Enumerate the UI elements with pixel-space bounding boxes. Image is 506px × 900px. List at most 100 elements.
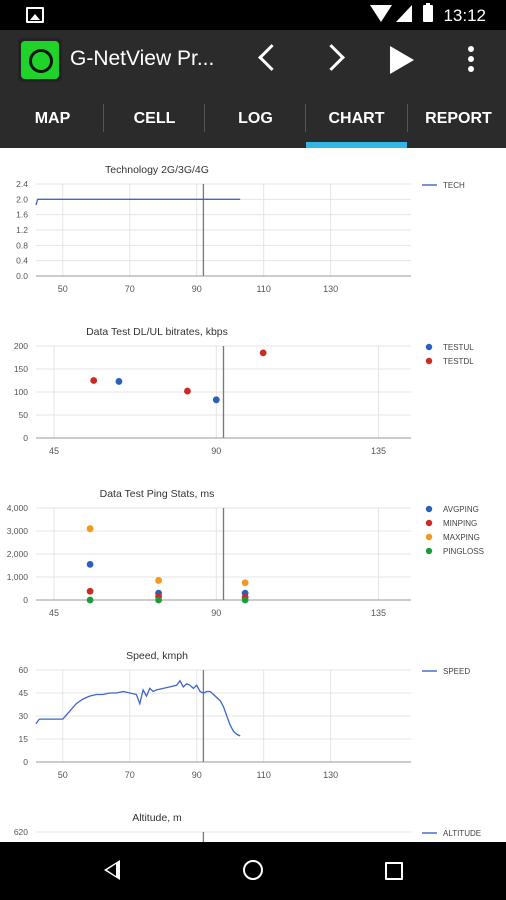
back-chevron-icon[interactable] [258, 44, 285, 71]
chart2-ytick-label: 0 [23, 433, 28, 443]
chart4-xtick-label: 90 [192, 770, 202, 780]
chart2-legend-marker [425, 343, 433, 351]
chart1-legend-label: TECH [443, 181, 465, 190]
chart2-point-testdl [259, 349, 267, 357]
chart1-series-tech-line [35, 198, 241, 206]
chart3-ytick-label: 0 [23, 595, 28, 605]
chart4-xtick-label: 110 [256, 770, 270, 780]
signal-icon [396, 5, 412, 22]
chart3-xtick-label: 45 [49, 608, 59, 618]
chart4-ytick-label: 0 [23, 757, 28, 767]
nav-home-icon[interactable] [243, 860, 263, 880]
battery-icon [423, 3, 433, 22]
chart3-legend-label: PINGLOSS [443, 547, 484, 556]
chart2-ytick-label: 150 [14, 364, 28, 374]
chart3-ytick-label: 4,000 [7, 503, 29, 513]
chart2-point-testul [212, 396, 220, 404]
chart3-ytick-label: 3,000 [7, 526, 29, 536]
chart4-title: Speed, kmph [126, 650, 188, 662]
chart3-legend-marker [425, 547, 433, 555]
chart4-xtick-label: 130 [323, 770, 338, 780]
chart1-title: Technology 2G/3G/4G [105, 164, 209, 176]
tab-report[interactable]: REPORT [425, 110, 492, 127]
chart1-ytick-label: 0.0 [16, 271, 28, 281]
chart2-legend-label: TESTUL [443, 343, 474, 352]
forward-chevron-icon[interactable] [318, 44, 345, 71]
chart2-ytick-label: 50 [19, 410, 29, 420]
app-title: G-NetView Pr... [70, 47, 215, 70]
chart2-xtick-label: 90 [211, 446, 221, 456]
chart2-point-testdl [184, 387, 191, 395]
tab-bar: MAP CELL LOG CHART REPORT [0, 90, 506, 148]
chart3-legend-label: MINPING [443, 519, 477, 528]
chart4-xtick-label: 50 [58, 770, 68, 780]
nav-back-icon[interactable] [104, 860, 120, 880]
play-icon[interactable] [390, 46, 414, 74]
chart5-title: Altitude, m [132, 812, 182, 824]
chart4-ytick-label: 60 [19, 665, 29, 675]
chart1-ytick-label: 2.0 [16, 194, 28, 204]
charts-scroll-area[interactable]: Technology 2G/3G/4G 50 70 90 110 130 0.0 0.4 0.8… [0, 148, 506, 842]
chart3-legend-marker [425, 533, 433, 541]
chart2-legend-marker [425, 357, 433, 365]
nav-recents-icon[interactable] [385, 862, 403, 880]
app-logo-icon[interactable] [18, 38, 62, 82]
active-tab-indicator [306, 142, 407, 148]
chart3-point-pingloss [155, 596, 162, 604]
app-bar: G-NetView Pr... [0, 30, 506, 90]
chart4-series-speed-line [35, 679, 241, 737]
chart3-point-pingloss [241, 596, 249, 604]
chart3-legend-label: AVGPING [443, 505, 479, 514]
chart1-ytick-label: 0.8 [16, 240, 28, 250]
system-nav-bar [0, 842, 506, 900]
chart1-xtick-label: 70 [125, 284, 135, 294]
chart2-point-testul [115, 378, 123, 385]
chart1-ytick-label: 2.4 [16, 179, 28, 189]
chart2-ytick-label: 200 [14, 341, 28, 351]
status-time: 13:12 [443, 6, 486, 25]
chart2-legend-label: TESTDL [443, 357, 474, 366]
chart2-xtick-label: 45 [49, 446, 59, 456]
chart1-xtick-label: 50 [58, 284, 68, 294]
chart3-legend-label: MAXPING [443, 533, 480, 542]
chart4-ytick-label: 45 [19, 688, 29, 698]
chart1-xtick-label: 90 [192, 284, 202, 294]
chart3-ytick-label: 1,000 [7, 572, 29, 582]
tab-chart[interactable]: CHART [328, 110, 385, 127]
chart1-ytick-label: 0.4 [16, 256, 28, 266]
chart2-ytick-label: 100 [14, 387, 28, 397]
chart2-point-testdl [90, 377, 98, 384]
chart5-ytick-label: 620 [14, 827, 28, 837]
tab-map[interactable]: MAP [34, 110, 71, 127]
chart3-point-pingloss [86, 596, 94, 604]
chart2-xtick-label: 135 [371, 446, 386, 456]
chart4-xtick-label: 70 [125, 770, 135, 780]
chart3-point-maxping [86, 525, 94, 533]
chart3-legend-marker [425, 519, 433, 527]
more-vert-icon[interactable] [468, 46, 474, 76]
wifi-icon [370, 5, 392, 22]
chart5-legend-label: ALTITUDE [443, 829, 481, 838]
chart3-title: Data Test Ping Stats, ms [100, 488, 215, 500]
tab-log[interactable]: LOG [238, 110, 273, 127]
chart1-ytick-label: 1.6 [16, 210, 28, 220]
chart3-point-maxping [241, 579, 249, 587]
chart2-title: Data Test DL/UL bitrates, kbps [86, 326, 228, 338]
charts-canvas: Technology 2G/3G/4G 50 70 90 110 130 0.0 0.4 0.8… [7, 164, 484, 842]
chart3-point-maxping [155, 577, 162, 584]
chart1-xtick-label: 130 [323, 284, 338, 294]
chart4-legend-label: SPEED [443, 667, 470, 676]
chart3-xtick-label: 135 [371, 608, 386, 618]
chart3-point-minping [86, 587, 94, 595]
chart3-legend-marker [425, 505, 433, 513]
chart3-xtick-label: 90 [211, 608, 221, 618]
chart3-point-avgping [86, 560, 94, 568]
image-icon [26, 7, 44, 23]
chart4-ytick-label: 15 [19, 734, 29, 744]
chart1-xtick-label: 110 [256, 284, 270, 294]
chart3-ytick-label: 2,000 [7, 549, 29, 559]
chart1-ytick-label: 1.2 [16, 225, 28, 235]
tab-cell[interactable]: CELL [133, 110, 176, 127]
chart4-ytick-label: 30 [19, 711, 29, 721]
status-bar: 13:12 [0, 0, 506, 30]
